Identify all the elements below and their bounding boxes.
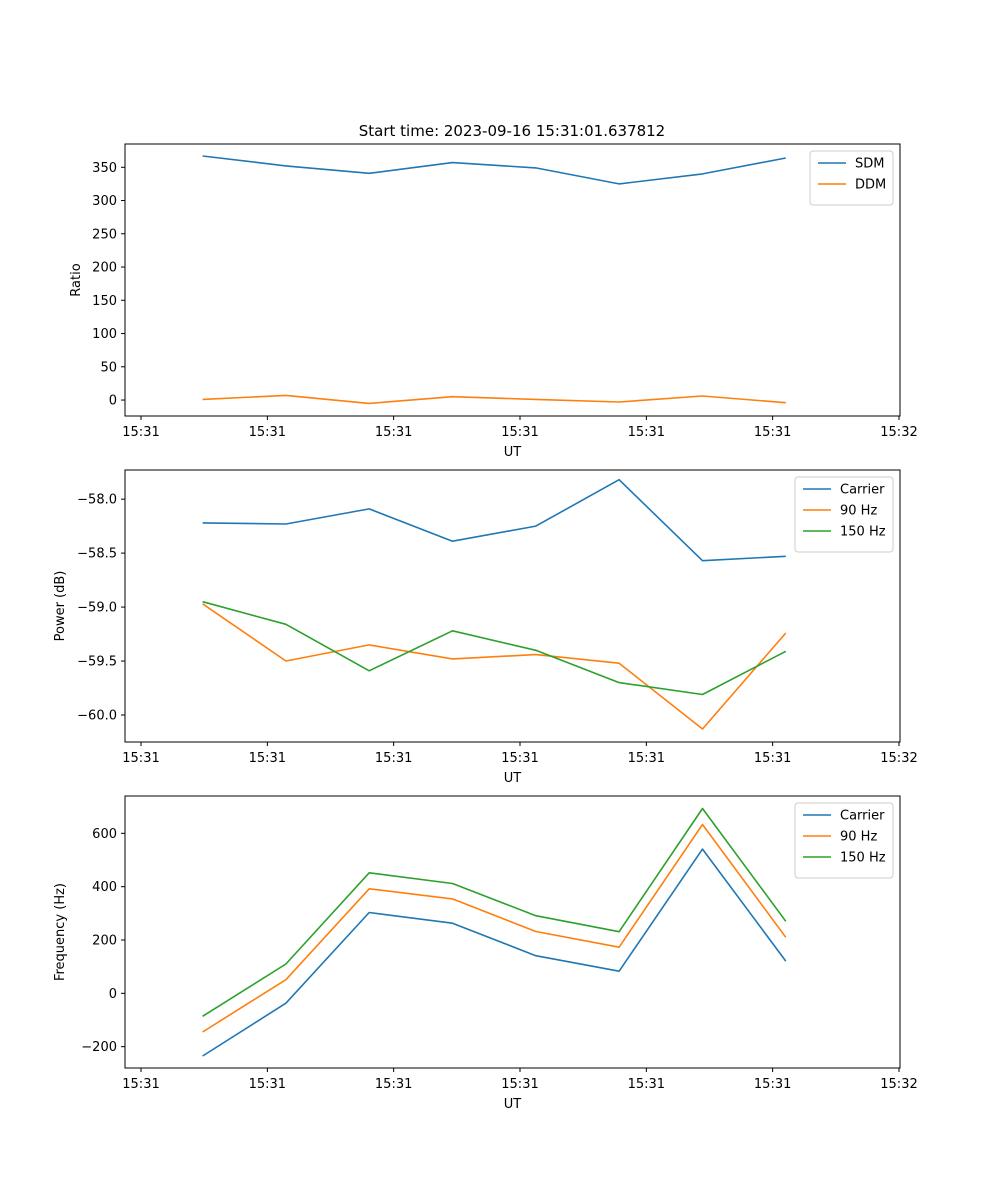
x-tick-label: 15:31: [628, 425, 665, 440]
legend-label: SDM: [855, 157, 884, 172]
y-tick-label: 200: [92, 934, 117, 949]
x-tick-label: 15:31: [249, 1077, 286, 1092]
x-axis-label: UT: [504, 1097, 522, 1112]
legend-box: [794, 802, 894, 879]
legend: Carrier 90 Hz 150 Hz: [794, 476, 894, 553]
y-tick-label: −58.0: [77, 493, 117, 508]
chart-panel-2: 15:31 15:31 15:31 15:31 15:31 15:31 15:32 −60.0…: [53, 469, 918, 786]
y-tick-label: 400: [92, 880, 117, 895]
x-tick-label: 15:31: [754, 425, 791, 440]
y-tick-label: 0: [109, 394, 117, 409]
y-tick-label: 150: [92, 294, 117, 309]
y-tick-label: 600: [92, 827, 117, 842]
chart-panel-3: 15:31 15:31 15:31 15:31 15:31 15:31 15:32 −200 0…: [53, 795, 918, 1112]
x-tick-label: 15:32: [880, 751, 917, 766]
series-line-90-hz: [202, 823, 787, 1033]
y-axis-label: Power (dB): [53, 571, 68, 642]
legend: Carrier 90 Hz 150 Hz: [794, 802, 894, 879]
series-line-ddm: [202, 394, 786, 405]
y-tick-label: 100: [92, 327, 117, 342]
y-tick-label: −200: [81, 1040, 117, 1055]
axes-frame: [124, 469, 901, 743]
x-tick-label: 15:31: [628, 751, 665, 766]
x-tick-label: 15:31: [501, 425, 538, 440]
y-tick-label: 200: [92, 261, 117, 276]
legend-label: 90 Hz: [840, 504, 877, 519]
x-axis-label: UT: [504, 771, 522, 786]
y-tick-label: −59.5: [77, 655, 117, 670]
legend-label: 150 Hz: [840, 525, 886, 540]
x-tick-label: 15:31: [754, 1077, 791, 1092]
y-tick-label: 250: [92, 227, 117, 242]
x-tick-label: 15:31: [375, 751, 412, 766]
series-line-sdm: [202, 155, 786, 185]
x-tick-label: 15:31: [375, 425, 412, 440]
y-tick-label: −60.0: [77, 709, 117, 724]
legend-label: Carrier: [840, 809, 885, 824]
y-tick-label: 50: [100, 360, 117, 375]
x-tick-label: 15:31: [375, 1077, 412, 1092]
y-axis-label: Ratio: [69, 263, 84, 296]
figure-title: Start time: 2023-09-16 15:31:01.637812: [359, 122, 665, 140]
y-axis-label: Frequency (Hz): [53, 883, 68, 981]
legend-label: 150 Hz: [840, 851, 886, 866]
legend: SDM DDM: [809, 150, 894, 206]
x-tick-label: 15:31: [122, 425, 159, 440]
series-line-150-hz: [202, 600, 787, 696]
legend-label: Carrier: [840, 483, 885, 498]
x-tick-label: 15:31: [249, 751, 286, 766]
x-tick-label: 15:31: [249, 425, 286, 440]
charts: 15:31 15:31 15:31 15:31 15:31 15:31 15:32 0 50 10…: [53, 143, 918, 1112]
x-tick-label: 15:31: [122, 751, 159, 766]
y-tick-label: 300: [92, 194, 117, 209]
series-line-150-hz: [202, 807, 787, 1017]
x-tick-label: 15:31: [754, 751, 791, 766]
series-line-90-hz: [202, 603, 787, 730]
y-tick-label: −59.0: [77, 601, 117, 616]
y-tick-label: 0: [109, 987, 117, 1002]
series-line-carrier: [202, 848, 787, 1057]
x-tick-label: 15:31: [628, 1077, 665, 1092]
legend-label: DDM: [855, 178, 886, 193]
x-tick-label: 15:31: [122, 1077, 159, 1092]
x-tick-label: 15:32: [880, 1077, 917, 1092]
legend-label: 90 Hz: [840, 830, 877, 845]
legend-box: [794, 476, 894, 553]
legend-box: [809, 150, 894, 206]
series-line-carrier: [202, 478, 786, 562]
chart-panel-1: 15:31 15:31 15:31 15:31 15:31 15:31 15:32 0 50 10…: [69, 143, 918, 460]
x-axis-label: UT: [504, 445, 522, 460]
x-tick-label: 15:31: [501, 1077, 538, 1092]
axes-frame: [124, 143, 901, 417]
x-tick-label: 15:31: [501, 751, 538, 766]
y-tick-label: 350: [92, 161, 117, 176]
x-tick-label: 15:32: [880, 425, 917, 440]
y-tick-label: −58.5: [77, 547, 117, 562]
axes-frame: [124, 795, 901, 1069]
